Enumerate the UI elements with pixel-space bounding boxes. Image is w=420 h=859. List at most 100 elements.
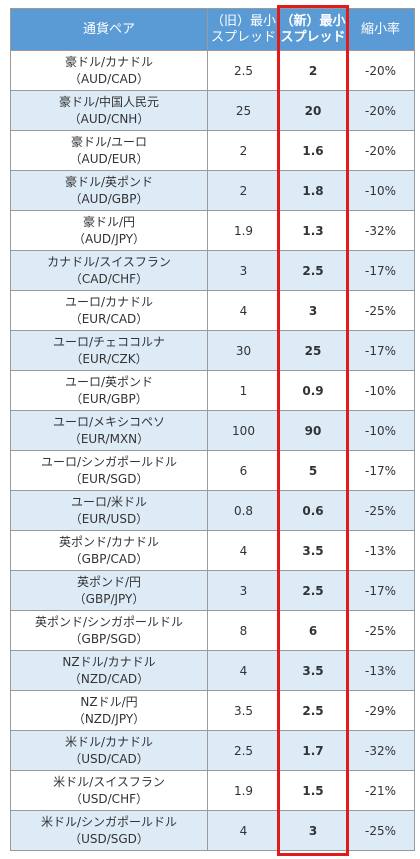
reduction-rate-cell: -32% [346,210,415,251]
pair-code: （EUR/SGD） [69,471,149,486]
pair-name: 豪ドル/円 [82,214,136,229]
table-row: ユーロ/英ポンド （EUR/GBP） 1 0.9 -10% [10,370,415,411]
new-spread-cell: 0.9 [279,370,347,411]
currency-pair-cell: 豪ドル/カナドル （AUD/CAD） [10,50,208,91]
pair-name: ユーロ/米ドル [70,494,148,509]
table-row: 豪ドル/英ポンド （AUD/GBP） 2 1.8 -10% [10,170,415,211]
pair-name: ユーロ/英ポンド [64,374,154,389]
currency-pair-cell: 米ドル/シンガポールドル （USD/SGD） [10,810,208,851]
pair-name: 米ドル/スイスフラン [53,774,165,789]
pair-name: NZドル/円 [80,694,138,709]
pair-name: 豪ドル/ユーロ [70,134,148,149]
reduction-rate-cell: -25% [346,490,415,531]
reduction-rate-cell: -20% [346,50,415,91]
reduction-rate-cell: -20% [346,90,415,131]
table-row: ユーロ/メキシコペソ （EUR/MXN） 100 90 -10% [10,410,415,451]
currency-pair-cell: 英ポンド/シンガポールドル （GBP/SGD） [10,610,208,651]
pair-code: （AUD/JPY） [72,231,146,246]
pair-name: カナドル/スイスフラン [47,254,171,269]
reduction-rate-cell: -17% [346,450,415,491]
table-row: NZドル/円 （NZD/JPY） 3.5 2.5 -29% [10,690,415,731]
pair-name: 豪ドル/英ポンド [64,174,154,189]
table-row: 米ドル/スイスフラン （USD/CHF） 1.9 1.5 -21% [10,770,415,811]
currency-pair-cell: 英ポンド/カナドル （GBP/CAD） [10,530,208,571]
pair-name: 英ポンド/シンガポールドル [34,614,184,629]
new-spread-cell: 3.5 [279,530,347,571]
new-spread-cell: 2.5 [279,690,347,731]
pair-name: 英ポンド/カナドル [58,534,160,549]
table-body: 豪ドル/カナドル （AUD/CAD） 2.5 2 -20% 豪ドル/中国人民元 （AUD/C… [10,50,415,851]
reduction-rate-cell: -21% [346,770,415,811]
header-reduction-rate: 縮小率 [346,8,415,51]
new-spread-cell: 0.6 [279,490,347,531]
pair-name: 英ポンド/円 [76,574,142,589]
table-row: ユーロ/米ドル （EUR/USD） 0.8 0.6 -25% [10,490,415,531]
pair-code: （AUD/GBP） [69,191,149,206]
pair-code: （EUR/USD） [69,511,149,526]
reduction-rate-cell: -17% [346,570,415,611]
currency-pair-cell: 豪ドル/ユーロ （AUD/EUR） [10,130,208,171]
reduction-rate-cell: -10% [346,370,415,411]
old-spread-cell: 2.5 [207,50,280,91]
old-spread-cell: 3 [207,570,280,611]
new-spread-cell: 1.7 [279,730,347,771]
pair-code: （CAD/CHF） [69,271,149,286]
pair-code: （EUR/CAD） [69,311,149,326]
header-row: 通貨ペア （旧）最小 スプレッド （新）最小 スプレッド 縮小率 [10,8,415,51]
currency-pair-cell: 英ポンド/円 （GBP/JPY） [10,570,208,611]
currency-pair-cell: ユーロ/シンガポールドル （EUR/SGD） [10,450,208,491]
pair-code: （GBP/JPY） [73,591,145,606]
header-pair: 通貨ペア [10,8,208,51]
reduction-rate-cell: -17% [346,330,415,371]
pair-code: （NZD/JPY） [72,711,146,726]
pair-name: ユーロ/チェココルナ [52,334,166,349]
pair-name: 豪ドル/カナドル [64,54,154,69]
old-spread-cell: 3 [207,250,280,291]
new-spread-cell: 3 [279,810,347,851]
table-row: ユーロ/シンガポールドル （EUR/SGD） 6 5 -17% [10,450,415,491]
pair-name: 米ドル/シンガポールドル [40,814,178,829]
old-spread-cell: 6 [207,450,280,491]
old-spread-cell: 4 [207,290,280,331]
currency-pair-cell: ユーロ/カナドル （EUR/CAD） [10,290,208,331]
new-spread-cell: 90 [279,410,347,451]
old-spread-cell: 100 [207,410,280,451]
currency-pair-cell: カナドル/スイスフラン （CAD/CHF） [10,250,208,291]
currency-pair-cell: 豪ドル/中国人民元 （AUD/CNH） [10,90,208,131]
currency-pair-cell: 豪ドル/円 （AUD/JPY） [10,210,208,251]
pair-name: ユーロ/メキシコペソ [52,414,166,429]
old-spread-cell: 1.9 [207,210,280,251]
new-spread-cell: 1.5 [279,770,347,811]
table-row: 英ポンド/シンガポールドル （GBP/SGD） 8 6 -25% [10,610,415,651]
pair-name: 米ドル/カナドル [64,734,154,749]
currency-pair-cell: ユーロ/英ポンド （EUR/GBP） [10,370,208,411]
pair-code: （NZD/CAD） [68,671,150,686]
currency-pair-cell: ユーロ/メキシコペソ （EUR/MXN） [10,410,208,451]
table-row: 豪ドル/中国人民元 （AUD/CNH） 25 20 -20% [10,90,415,131]
new-spread-cell: 1.8 [279,170,347,211]
pair-code: （GBP/CAD） [69,551,149,566]
new-spread-cell: 5 [279,450,347,491]
pair-code: （GBP/SGD） [69,631,149,646]
reduction-rate-cell: -17% [346,250,415,291]
header-new-line1: （新）最小 [280,13,346,29]
old-spread-cell: 0.8 [207,490,280,531]
old-spread-cell: 1.9 [207,770,280,811]
reduction-rate-cell: -32% [346,730,415,771]
currency-pair-cell: 米ドル/スイスフラン （USD/CHF） [10,770,208,811]
table-row: 英ポンド/カナドル （GBP/CAD） 4 3.5 -13% [10,530,415,571]
reduction-rate-cell: -25% [346,610,415,651]
new-spread-cell: 1.6 [279,130,347,171]
currency-pair-cell: NZドル/円 （NZD/JPY） [10,690,208,731]
header-old-line1: （旧）最小 [210,13,276,29]
pair-code: （AUD/CNH） [68,111,150,126]
pair-code: （USD/CHF） [70,791,148,806]
header-new-spread: （新）最小 スプレッド [279,8,347,51]
pair-code: （EUR/MXN） [68,431,150,446]
header-old-line2: スプレッド [210,29,276,45]
table-row: 米ドル/カナドル （USD/CAD） 2.5 1.7 -32% [10,730,415,771]
table-row: 豪ドル/カナドル （AUD/CAD） 2.5 2 -20% [10,50,415,91]
table-row: 米ドル/シンガポールドル （USD/SGD） 4 3 -25% [10,810,415,851]
pair-code: （EUR/CZK） [70,351,148,366]
new-spread-cell: 2 [279,50,347,91]
